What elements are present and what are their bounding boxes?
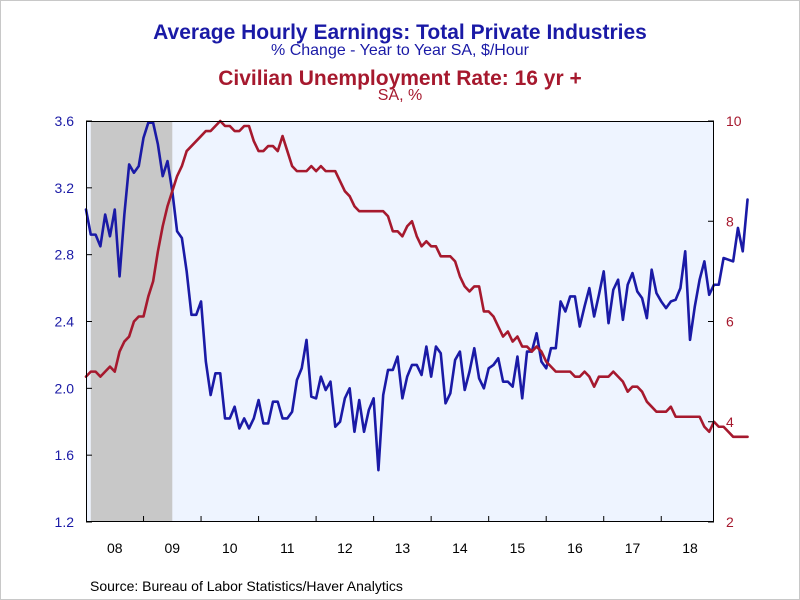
x-axis-tick-label: 13 xyxy=(395,540,411,556)
x-axis-tick-label: 11 xyxy=(280,540,295,556)
x-axis-tick-label: 17 xyxy=(625,540,641,556)
x-axis-tick-label: 10 xyxy=(222,540,238,556)
x-axis-tick-label: 15 xyxy=(510,540,526,556)
left-axis-tick-label: 1.2 xyxy=(55,514,75,530)
right-axis-tick-label: 6 xyxy=(726,314,734,330)
x-axis-tick-label: 12 xyxy=(337,540,353,556)
axis-layer: 1.2 1.6 2.0 2.4 2.8 3.2 3.6 2 4 6 8 10 08 09 10 11 12 13 1… xyxy=(55,113,742,556)
left-axis-tick-label: 3.6 xyxy=(55,113,75,129)
left-axis-tick-label: 1.6 xyxy=(55,447,75,463)
chart-title: Average Hourly Earnings: Total Private I… xyxy=(153,21,647,44)
source-note: Source: Bureau of Labor Statistics/Haver… xyxy=(90,578,403,594)
right-axis-tick-label: 8 xyxy=(726,213,734,229)
x-axis-tick-label: 14 xyxy=(452,540,468,556)
left-axis-tick-label: 2.8 xyxy=(55,247,75,263)
earnings-series-line xyxy=(84,121,749,472)
left-axis-tick-label: 3.2 xyxy=(55,180,75,196)
x-axis-tick-label: 08 xyxy=(107,540,123,556)
right-axis-tick-label: 4 xyxy=(726,414,734,430)
x-axis-tick-label: 09 xyxy=(164,540,180,556)
recession-band xyxy=(90,121,173,522)
chart-subtitle-2: SA, % xyxy=(377,87,423,104)
x-axis-tick-label: 16 xyxy=(567,540,583,556)
unemployment-series-line xyxy=(84,119,749,439)
left-axis-tick-label: 2.0 xyxy=(55,380,75,396)
right-axis-tick-label: 2 xyxy=(726,514,734,530)
right-axis-tick-label: 10 xyxy=(726,113,742,129)
left-axis-tick-label: 2.4 xyxy=(55,314,75,330)
plot-area xyxy=(86,121,714,522)
series-layer xyxy=(84,119,749,472)
chart-subtitle: % Change - Year to Year SA, $/Hour xyxy=(271,42,529,59)
chart-title-2: Civilian Unemployment Rate: 16 yr + xyxy=(218,67,582,90)
x-axis-tick-label: 18 xyxy=(682,540,698,556)
